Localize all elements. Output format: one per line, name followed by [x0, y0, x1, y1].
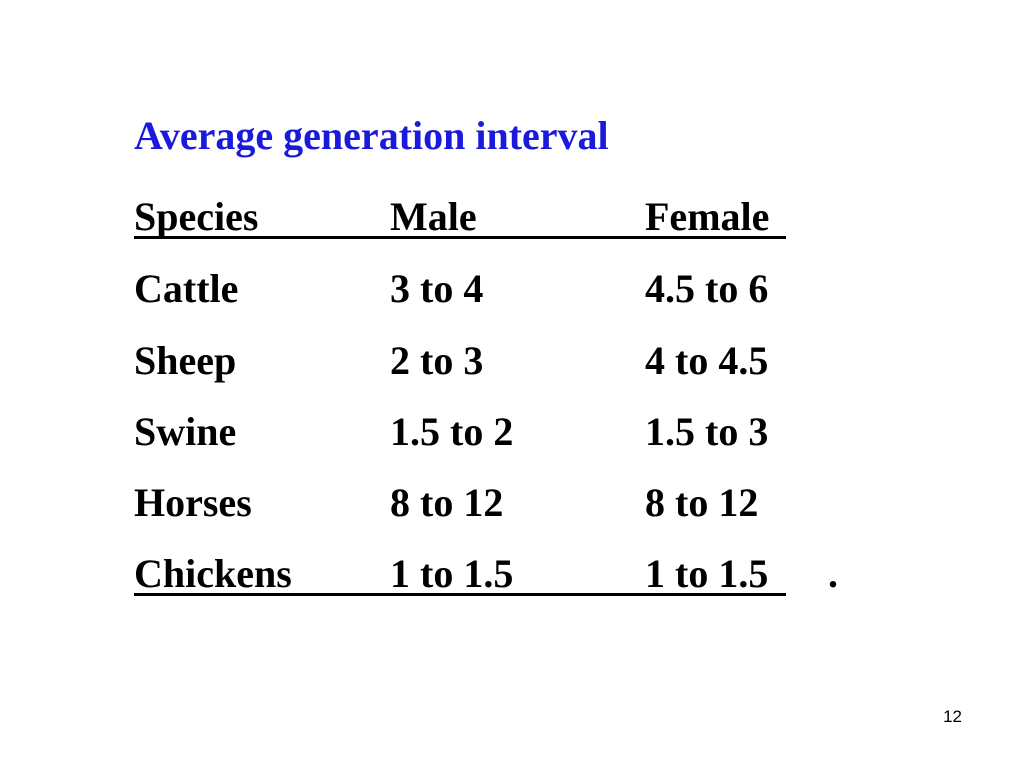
cell-male: 1 to 1.5 [390, 551, 514, 596]
cell-male: 1.5 to 2 [390, 409, 514, 454]
cell-female: 4.5 to 6 [645, 266, 769, 311]
cell-male: 3 to 4 [390, 266, 484, 311]
cell-female: 1 to 1.5 [645, 551, 769, 596]
cell-species: Swine [134, 409, 237, 454]
cell-female: 1.5 to 3 [645, 409, 769, 454]
header-underline [134, 236, 786, 239]
cell-species: Horses [134, 480, 252, 525]
trailing-period: . [828, 551, 838, 596]
header-species: Species [134, 194, 259, 239]
slide-title: Average generation interval [134, 113, 609, 158]
cell-species: Sheep [134, 338, 237, 383]
table-bottom-rule [134, 593, 786, 596]
cell-female: 8 to 12 [645, 480, 759, 525]
cell-male: 8 to 12 [390, 480, 504, 525]
cell-species: Chickens [134, 551, 292, 596]
page-number: 12 [943, 707, 962, 726]
cell-female: 4 to 4.5 [645, 338, 769, 383]
cell-species: Cattle [134, 266, 239, 311]
header-female: Female [645, 194, 770, 239]
cell-male: 2 to 3 [390, 338, 484, 383]
header-male: Male [390, 194, 477, 239]
